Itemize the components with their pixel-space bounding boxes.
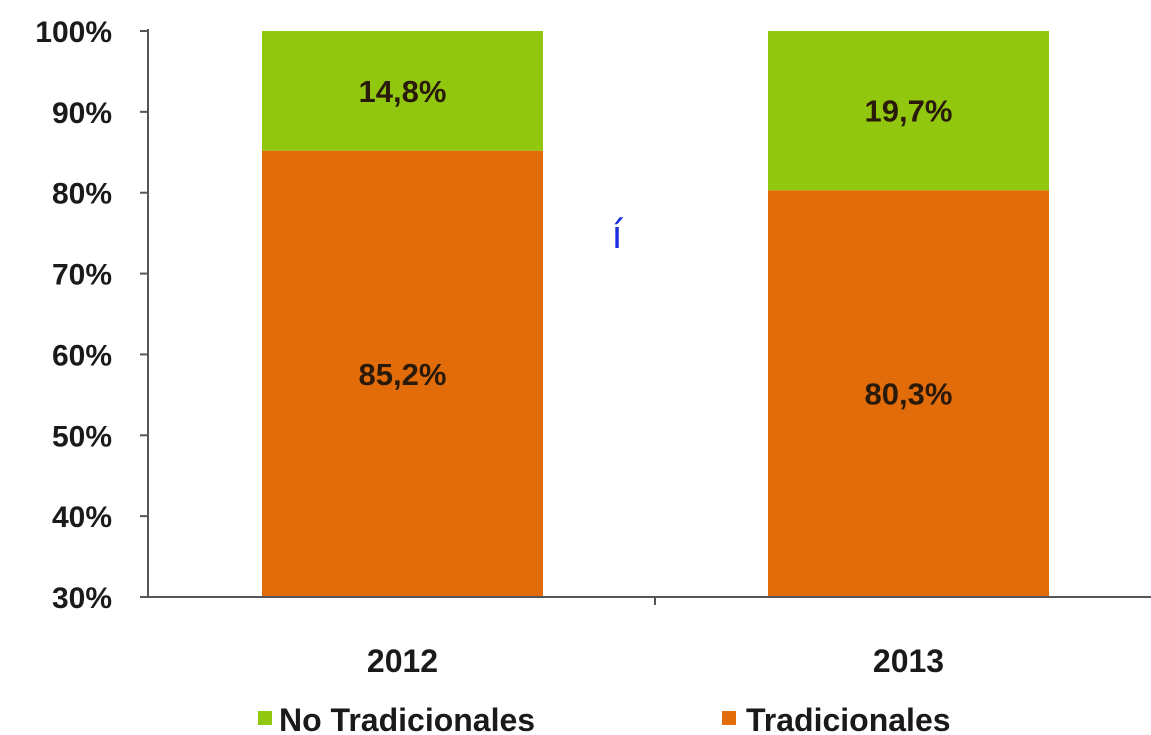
y-tick-label: 30% [52, 582, 112, 615]
data-labels-layer: 85,2% 14,8% 80,3% 19,7% [359, 74, 953, 412]
legend-swatch-no-tradicionales [258, 711, 272, 725]
x-category-label: 2012 [367, 643, 438, 679]
bar-2013-no-tradicionales [768, 31, 1049, 191]
y-tick-label: 80% [52, 178, 112, 211]
legend-swatch-tradicionales [722, 711, 736, 725]
data-label-2013-tradicionales: 80,3% [865, 377, 953, 412]
bars-layer [262, 31, 1049, 597]
data-label-2012-tradicionales: 85,2% [359, 357, 447, 392]
y-tick-label: 50% [52, 420, 112, 453]
y-tick-label: 90% [52, 97, 112, 130]
data-label-2012-no-tradicionales: 14,8% [359, 74, 447, 109]
bar-2012-tradicionales [262, 150, 543, 597]
y-tick-label: 40% [52, 501, 112, 534]
bar-2013-tradicionales [768, 190, 1049, 597]
y-tick-label: 70% [52, 259, 112, 292]
y-tick-label: 100% [35, 16, 112, 49]
bar-2012-no-tradicionales [262, 31, 543, 151]
x-category-label: 2013 [873, 643, 944, 679]
legend-label-tradicionales: Tradicionales [746, 702, 951, 735]
legend-label-no-tradicionales: No Tradicionales [279, 702, 535, 735]
data-label-2013-no-tradicionales: 19,7% [865, 94, 953, 129]
y-tick-label: 60% [52, 339, 112, 372]
axes-layer: 30% 40% 50% 60% 70% 80% 90% 100% 2012 2013 [35, 16, 1151, 679]
annotation-mark: í [612, 213, 624, 257]
legend: No Tradicionales Tradicionales [258, 702, 951, 735]
